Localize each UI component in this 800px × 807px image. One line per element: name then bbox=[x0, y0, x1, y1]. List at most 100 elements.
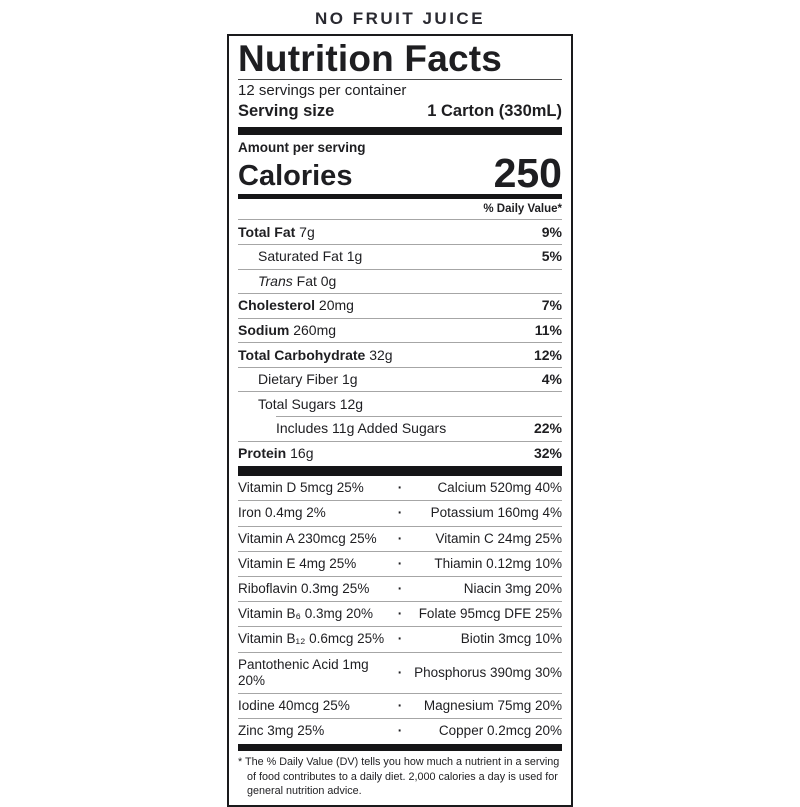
row-divider bbox=[238, 366, 562, 368]
micronutrient-right-value: Magnesium 75mg 20% bbox=[423, 697, 562, 713]
micronutrient-table: Vitamin D 5mcg 25% · Calcium 520mg 40% Iron… bbox=[238, 476, 562, 743]
daily-value-header: % Daily Value* bbox=[483, 202, 562, 215]
bullet-separator: · bbox=[397, 664, 403, 680]
nutrient-name: Sodium 260mg bbox=[238, 321, 337, 338]
nutrient-daily-value: 22% bbox=[533, 420, 562, 437]
micronutrient-right-value: Biotin 3mcg 10% bbox=[460, 631, 562, 647]
nutrient-name: Includes 11g Added Sugars bbox=[276, 420, 447, 437]
row-divider bbox=[238, 293, 562, 295]
bullet-separator: · bbox=[397, 480, 403, 496]
section-bar-thick bbox=[238, 744, 562, 752]
row-divider bbox=[238, 440, 562, 442]
micronutrient-row: Vitamin E 4mg 25% · Thiamin 0.12mg 10% bbox=[238, 552, 562, 576]
nutrient-row: Total Sugars 12g bbox=[238, 392, 562, 416]
micronutrient-row: Vitamin B₆ 0.3mg 20% · Folate 95mcg DFE 25… bbox=[238, 602, 562, 626]
nutrient-row: Dietary Fiber 1g 4% bbox=[238, 368, 562, 392]
nutrient-row: Protein 16g 32% bbox=[238, 442, 562, 466]
section-bar-thick bbox=[238, 126, 562, 135]
micronutrient-left-value: Vitamin D 5mcg 25% bbox=[238, 480, 364, 496]
micronutrient-row: Vitamin D 5mcg 25% · Calcium 520mg 40% bbox=[238, 476, 562, 500]
nutrient-name: Total Sugars 12g bbox=[258, 395, 364, 412]
nutrient-daily-value: 4% bbox=[541, 371, 562, 388]
bullet-separator: · bbox=[397, 530, 403, 546]
bullet-separator: · bbox=[397, 631, 403, 647]
nutrient-row: Sodium 260mg 11% bbox=[238, 319, 562, 343]
micronutrient-left-value: Vitamin E 4mg 25% bbox=[238, 555, 357, 571]
micronutrient-left-value: Iodine 40mcg 25% bbox=[238, 697, 350, 713]
nutrient-name: Total Fat 7g bbox=[238, 223, 315, 240]
bullet-separator: · bbox=[397, 580, 403, 596]
daily-value-footnote: * The % Daily Value (DV) tells you how m… bbox=[238, 751, 562, 799]
row-divider bbox=[238, 391, 562, 393]
nutrient-name: Protein 16g bbox=[238, 444, 314, 461]
row-divider bbox=[238, 500, 562, 502]
nutrient-row: Saturated Fat 1g 5% bbox=[238, 245, 562, 269]
bullet-separator: · bbox=[397, 723, 403, 739]
row-divider bbox=[238, 219, 562, 221]
nutrient-daily-value: 11% bbox=[534, 321, 562, 338]
micronutrient-row: Zinc 3mg 25% · Copper 0.2mcg 20% bbox=[238, 719, 562, 743]
title-divider bbox=[238, 79, 562, 81]
micronutrient-row: Pantothenic Acid 1mg 20% · Phosphorus 390m… bbox=[238, 653, 562, 693]
nutrient-row: Trans Fat 0g bbox=[238, 270, 562, 294]
micronutrient-right-value: Vitamin C 24mg 25% bbox=[435, 530, 562, 546]
micronutrient-left-value: Vitamin A 230mcg 25% bbox=[238, 530, 377, 546]
row-divider bbox=[276, 416, 562, 418]
micronutrient-row: Iron 0.4mg 2% · Potassium 160mg 4% bbox=[238, 501, 562, 525]
nutrient-name: Saturated Fat 1g bbox=[258, 248, 363, 265]
serving-size-row: Serving size 1 Carton (330mL) bbox=[238, 102, 562, 122]
micronutrient-right-value: Niacin 3mg 20% bbox=[463, 580, 562, 596]
nutrient-daily-value: 32% bbox=[533, 444, 562, 461]
row-divider bbox=[238, 601, 562, 603]
micronutrient-left-value: Vitamin B₆ 0.3mg 20% bbox=[238, 606, 374, 622]
micronutrient-left-value: Iron 0.4mg 2% bbox=[238, 505, 326, 521]
row-divider bbox=[238, 692, 562, 694]
nutrient-daily-value: 5% bbox=[541, 248, 562, 265]
micronutrient-right-value: Potassium 160mg 4% bbox=[430, 505, 562, 521]
footnote-text: The % Daily Value (DV) tells you how muc… bbox=[245, 756, 560, 797]
section-bar-medium bbox=[238, 193, 562, 199]
nutrient-daily-value: 12% bbox=[533, 346, 562, 363]
nutrient-row: Cholesterol 20mg 7% bbox=[238, 294, 562, 318]
micronutrient-row: Riboflavin 0.3mg 25% · Niacin 3mg 20% bbox=[238, 577, 562, 601]
nutrient-row: Total Fat 7g 9% bbox=[238, 220, 562, 244]
calories-row: Calories 250 bbox=[238, 149, 562, 196]
row-divider bbox=[238, 342, 562, 344]
micronutrient-right-value: Thiamin 0.12mg 10% bbox=[434, 555, 562, 571]
micronutrient-left-value: Zinc 3mg 25% bbox=[238, 723, 325, 739]
nutrient-name: Trans Fat 0g bbox=[258, 272, 337, 289]
nutrient-name: Cholesterol 20mg bbox=[238, 297, 354, 314]
row-divider bbox=[238, 651, 562, 653]
row-divider bbox=[238, 268, 562, 270]
calories-value: 250 bbox=[493, 149, 562, 196]
bullet-separator: · bbox=[397, 697, 403, 713]
micronutrient-right-value: Calcium 520mg 40% bbox=[437, 480, 562, 496]
section-bar-thick bbox=[238, 466, 562, 477]
micronutrient-row: Iodine 40mcg 25% · Magnesium 75mg 20% bbox=[238, 694, 562, 718]
bullet-separator: · bbox=[397, 505, 403, 521]
micronutrient-right-value: Folate 95mcg DFE 25% bbox=[418, 606, 562, 622]
micronutrient-left-value: Pantothenic Acid 1mg 20% bbox=[238, 656, 369, 688]
nutrient-daily-value: 7% bbox=[541, 297, 562, 314]
row-divider bbox=[238, 718, 562, 720]
product-claim-banner: NO FRUIT JUICE bbox=[314, 9, 486, 28]
nutrition-facts-title: Nutrition Facts bbox=[238, 38, 503, 79]
nutrient-row: Total Carbohydrate 32g 12% bbox=[238, 343, 562, 367]
micronutrient-left-value: Riboflavin 0.3mg 25% bbox=[238, 580, 370, 596]
bullet-separator: · bbox=[397, 606, 403, 622]
nutrition-facts-label: Nutrition Facts 12 servings per containe… bbox=[227, 34, 573, 807]
micronutrient-left-value: Vitamin B₁₂ 0.6mcg 25% bbox=[238, 631, 385, 647]
serving-size-value: 1 Carton (330mL) bbox=[427, 101, 562, 120]
footnote-marker: * bbox=[238, 756, 243, 769]
nutrient-row: Includes 11g Added Sugars 22% bbox=[238, 417, 562, 441]
servings-per-container: 12 servings per container bbox=[238, 82, 407, 100]
nutrient-name: Dietary Fiber 1g bbox=[258, 371, 358, 388]
micronutrient-row: Vitamin B₁₂ 0.6mcg 25% · Biotin 3mcg 10% bbox=[238, 627, 562, 651]
row-divider bbox=[238, 317, 562, 319]
micronutrient-right-value: Phosphorus 390mg 30% bbox=[414, 664, 562, 680]
row-divider bbox=[238, 244, 562, 246]
nutrient-name: Total Carbohydrate 32g bbox=[238, 346, 393, 363]
amount-per-serving-label: Amount per serving bbox=[238, 139, 366, 155]
micronutrient-right-value: Copper 0.2mcg 20% bbox=[438, 723, 562, 739]
row-divider bbox=[238, 550, 562, 552]
